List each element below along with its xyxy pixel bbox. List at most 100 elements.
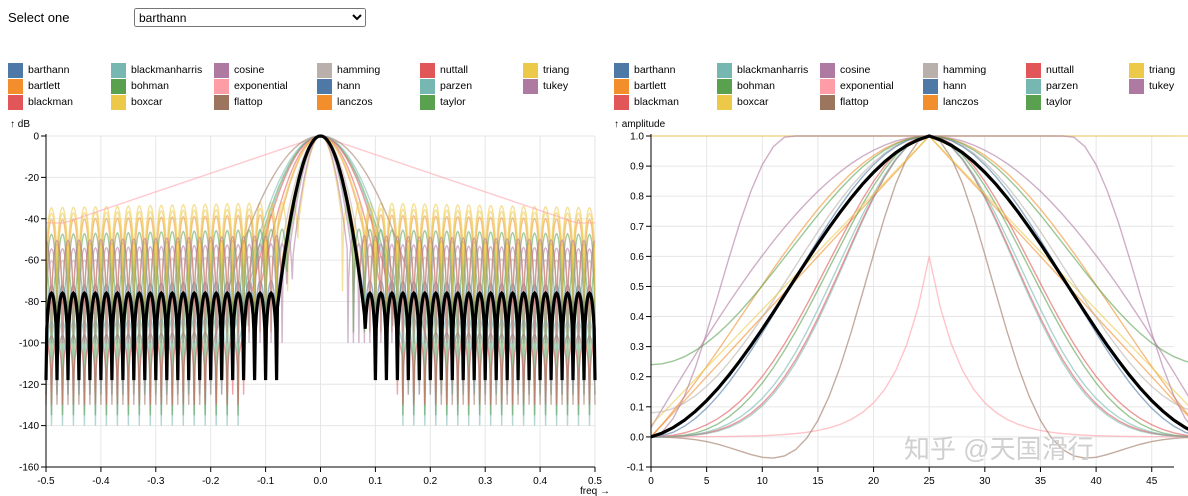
x-axis-label: freq → <box>580 486 610 496</box>
y-tick-label: 0.9 <box>630 162 644 173</box>
x-tick-label: 5 <box>704 476 710 487</box>
x-tick-label: -0.1 <box>257 476 275 487</box>
legend-label: exponential <box>840 80 894 92</box>
watermark-text: 知乎 @天国滑行 <box>904 434 1094 464</box>
legend-label: hamming <box>337 64 381 76</box>
legend-swatch <box>614 79 629 94</box>
y-tick-label: -160 <box>19 463 39 474</box>
y-tick-label: -100 <box>19 338 39 349</box>
legend-swatch <box>1129 63 1144 78</box>
legend-swatch <box>317 79 332 94</box>
legend-label: hamming <box>943 64 987 76</box>
legend-label: blackman <box>28 96 73 108</box>
legend-swatch <box>717 63 732 78</box>
y-tick-label: 0.5 <box>630 282 644 293</box>
window-select[interactable]: barthann <box>134 8 366 27</box>
legend-label: barthann <box>634 64 676 76</box>
axes: 1.0 0.9 0.8 0.7 0.6 0.5 0.4 0.3 0.2 0.1 0.0 -0.10 5 1… <box>627 132 1174 487</box>
legend-swatch <box>820 63 835 78</box>
legend-swatch <box>420 95 435 110</box>
x-tick-label: 0 <box>648 476 654 487</box>
legend-label: bohman <box>737 80 775 92</box>
x-tick-label: 35 <box>1035 476 1047 487</box>
y-tick-label: -0.1 <box>627 463 645 474</box>
legend-swatch <box>1129 79 1144 94</box>
y-tick-label: 0.6 <box>630 252 644 263</box>
series-lines <box>650 134 1188 459</box>
x-tick-label: -0.3 <box>147 476 165 487</box>
y-tick-label: 1.0 <box>630 132 644 143</box>
legend-swatch <box>317 63 332 78</box>
x-tick-label: 0.2 <box>423 476 437 487</box>
legend-swatch <box>923 63 938 78</box>
x-tick-label: 10 <box>757 476 769 487</box>
y-tick-label: -20 <box>25 173 40 184</box>
series-lines <box>44 134 597 426</box>
legend-label: triang <box>1149 64 1176 76</box>
series-line-triang <box>650 134 1188 426</box>
y-tick-label: 0.2 <box>630 372 644 383</box>
legend-label: exponential <box>234 80 288 92</box>
legend-swatch <box>717 79 732 94</box>
y-tick-label: -40 <box>25 214 40 225</box>
legend-swatch <box>214 95 229 110</box>
legend-label: triang <box>543 64 570 76</box>
legend-swatch <box>111 79 126 94</box>
legend-swatch <box>111 95 126 110</box>
legend-label: flattop <box>234 96 263 108</box>
frequency-response-svg: ↑ dB freq → 0 -20 -40 -60 -80 -100 -120 -140 -16… <box>10 119 610 496</box>
legend-label: tukey <box>1149 80 1175 92</box>
x-tick-label: 25 <box>924 476 936 487</box>
series-line-exponential <box>650 256 1188 438</box>
legend-label: blackman <box>634 96 679 108</box>
x-tick-label: 20 <box>868 476 880 487</box>
legend-label: nuttall <box>1046 64 1075 76</box>
y-axis-label: ↑ dB <box>10 119 30 130</box>
legend-label: lanczos <box>337 96 373 108</box>
legend-label: taylor <box>1046 96 1072 108</box>
legend-label: lanczos <box>943 96 979 108</box>
legend-label: flattop <box>840 96 869 108</box>
legend-swatch <box>923 79 938 94</box>
legend-label: bartlett <box>28 80 61 92</box>
legend-swatch <box>214 79 229 94</box>
legend-swatch <box>1026 95 1041 110</box>
legend-swatch <box>523 79 538 94</box>
left-chart-legend: barthann bartlett blackman blackmanharris bo… <box>8 63 570 111</box>
x-tick-label: 0.4 <box>533 476 547 487</box>
y-tick-label: 0 <box>33 132 39 143</box>
y-tick-label: 0.1 <box>630 402 644 413</box>
legend-label: blackmanharris <box>131 64 203 76</box>
right-chart-legend: barthann bartlett blackman blackmanharris bo… <box>614 63 1176 111</box>
series-line-cosine <box>650 135 1188 428</box>
y-tick-label: 0.7 <box>630 222 644 233</box>
x-tick-label: -0.5 <box>37 476 55 487</box>
legend-label: blackmanharris <box>737 64 809 76</box>
y-tick-label: 0.8 <box>630 192 644 203</box>
legend-swatch <box>523 63 538 78</box>
x-tick-label: 0.3 <box>478 476 492 487</box>
legend-label: cosine <box>234 64 265 76</box>
legend-label: parzen <box>1046 80 1079 92</box>
y-tick-label: 0.3 <box>630 342 644 353</box>
legend-swatch <box>717 95 732 110</box>
y-axis-label: ↑ amplitude <box>614 119 666 130</box>
legend-label: nuttall <box>440 64 469 76</box>
window-amplitude-chart: ↑ amplitude 1.0 0.9 0.8 0.7 0.6 0.5 0.4 0.3 0.2 0… <box>604 116 1188 496</box>
legend-swatch <box>111 63 126 78</box>
x-tick-label: 45 <box>1146 476 1158 487</box>
series-line-barthann <box>650 134 1188 439</box>
legend-swatch <box>8 95 23 110</box>
x-tick-label: 30 <box>979 476 991 487</box>
x-tick-label: 40 <box>1091 476 1103 487</box>
y-tick-label: -120 <box>19 380 39 391</box>
x-tick-label: 15 <box>812 476 824 487</box>
legend-swatch <box>820 79 835 94</box>
legend-label: cosine <box>840 64 871 76</box>
legend-swatch <box>1026 79 1041 94</box>
legend-swatch <box>1026 63 1041 78</box>
legend-label: taylor <box>440 96 466 108</box>
frequency-response-chart: ↑ dB freq → 0 -20 -40 -60 -80 -100 -120 -140 -16… <box>0 116 610 496</box>
window-amplitude-svg: ↑ amplitude 1.0 0.9 0.8 0.7 0.6 0.5 0.4 0.3 0.2 0… <box>614 119 1188 487</box>
legend-swatch <box>820 95 835 110</box>
